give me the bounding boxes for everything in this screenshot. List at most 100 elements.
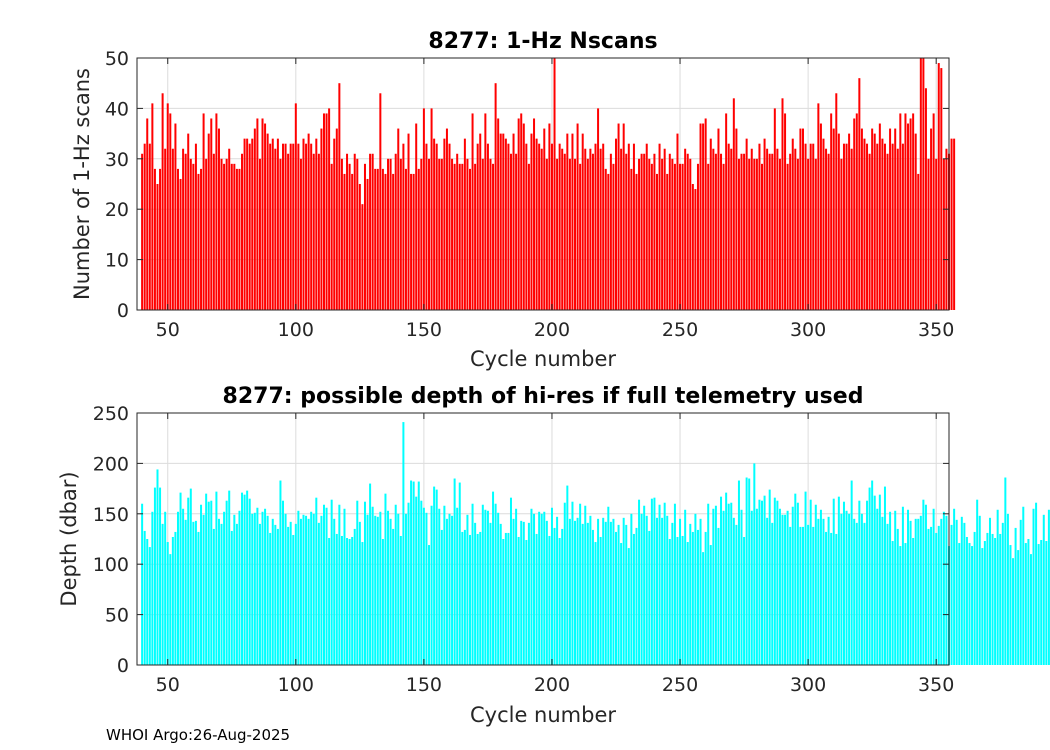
depth-bar-198 [545,520,548,665]
depth-bar-378 [1006,513,1009,665]
depth-bar-381 [1014,527,1017,665]
depth-bar-70 [217,518,220,665]
nscans-bar-301 [809,143,812,310]
depth-bar-140 [397,513,400,665]
nscans-bar-283 [763,138,766,310]
nscans-bar-42 [146,118,149,310]
depth-bar-323 [866,500,869,665]
depth-bar-229 [625,524,628,665]
nscans-axes-box [136,57,950,311]
nscans-bar-258 [699,123,702,311]
depth-bar-345 [922,499,925,665]
depth-bar-301 [809,499,812,665]
nscans-bar-249 [676,133,679,310]
nscans-bar-78 [238,168,241,310]
nscans-bar-325 [871,128,874,310]
nscans-bar-341 [912,113,915,310]
depth-bar-120 [346,537,349,665]
depth-bar-188 [520,520,523,665]
nscans-bar-66 [207,133,210,310]
depth-bar-87 [261,511,264,665]
nscans-bar-346 [924,88,927,311]
depth-bar-322 [863,522,866,665]
nscans-bar-116 [335,128,338,310]
nscans-bar-145 [410,173,413,310]
depth-bar-218 [597,518,600,665]
depth-bar-51 [169,554,172,665]
nscans-bar-288 [776,148,779,310]
nscans-bar-214 [586,158,589,310]
depth-bar-69 [215,491,218,665]
nscans-bar-311 [835,93,838,310]
nscans-bar-98 [289,143,292,310]
nscans-bar-85 [256,118,259,310]
depth-bar-128 [366,514,369,665]
nscans-bar-79 [241,153,244,310]
nscans-bar-256 [694,189,697,310]
depth-bar-382 [1017,550,1020,665]
nscans-bar-248 [673,163,676,310]
depth-bar-73 [225,500,228,665]
nscans-bar-81 [246,138,249,310]
nscans-bar-289 [778,158,781,310]
depth-bar-48 [161,523,164,665]
nscans-bar-203 [558,143,561,310]
depth-bar-165 [461,531,464,665]
nscans-bar-315 [845,143,848,310]
nscans-bar-149 [420,158,423,310]
nscans-bar-193 [533,118,536,310]
nscans-y-label: Number of 1-Hz scans [70,68,94,300]
depth-bar-339 [907,509,910,665]
depth-bar-240 [653,497,656,665]
depth-bar-86 [258,523,261,665]
depth-bar-67 [210,500,213,665]
depth-bar-65 [205,493,208,665]
nscans-bar-305 [819,123,822,311]
nscans-bar-353 [942,158,945,310]
nscans-bar-168 [468,168,471,310]
nscans-bar-267 [722,163,725,310]
depth-bar-246 [668,539,671,665]
depth-bar-262 [709,545,712,665]
nscans-bar-254 [689,158,692,310]
nscans-bar-155 [435,143,438,310]
nscans-bar-275 [743,153,746,310]
nscans-bar-318 [853,118,856,310]
depth-bar-302 [812,526,815,665]
nscans-bar-299 [804,143,807,310]
nscans-bar-215 [589,148,592,310]
nscans-bar-181 [502,133,505,310]
nscans-bar-120 [346,153,349,310]
depth-bar-364 [971,546,974,665]
depth-bar-248 [673,503,676,665]
depth-bar-362 [965,536,968,665]
nscans-bar-200 [550,143,553,310]
nscans-bar-169 [471,113,474,310]
depth-bar-108 [315,497,318,665]
nscans-bar-107 [312,153,315,310]
nscans-x-tick-label: 200 [534,319,570,341]
nscans-bar-45 [153,168,156,310]
depth-bar-161 [451,515,454,665]
nscans-bar-154 [433,138,436,310]
nscans-bar-135 [384,173,387,310]
depth-bar-392 [1042,514,1045,665]
nscans-bar-170 [474,163,477,310]
nscans-bar-148 [417,168,420,310]
depth-bar-291 [784,514,787,665]
depth-bar-44 [151,511,154,665]
nscans-bar-303 [814,158,817,310]
nscans-bar-164 [458,163,461,310]
nscans-bar-280 [755,158,758,310]
depth-bar-361 [963,522,966,665]
nscans-x-tick-label: 350 [918,319,954,341]
nscans-bar-138 [392,173,395,310]
nscans-bar-298 [801,128,804,310]
nscans-bar-161 [451,158,454,310]
nscans-bar-60 [192,163,195,310]
depth-bar-249 [676,536,679,665]
nscans-bar-331 [886,153,889,310]
depth-bar-175 [486,510,489,665]
depth-bar-239 [650,498,653,665]
depth-x-tick-label: 150 [406,674,442,696]
